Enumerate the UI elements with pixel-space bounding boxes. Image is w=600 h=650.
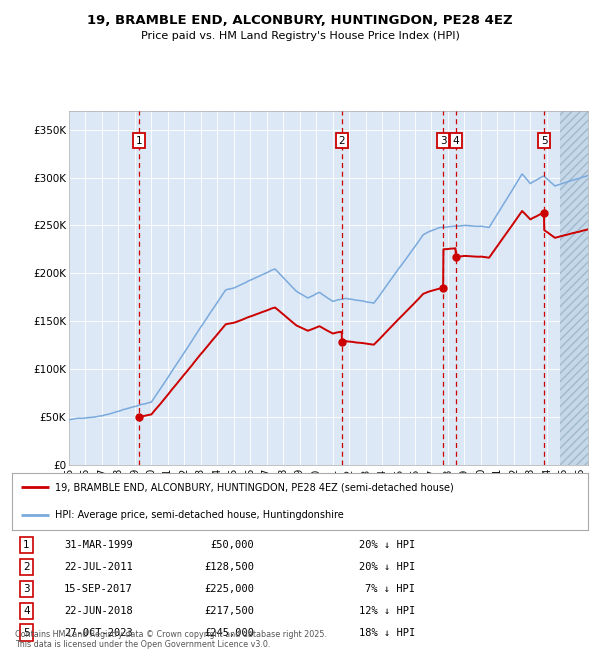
Text: 5: 5 bbox=[23, 628, 30, 638]
Text: 4: 4 bbox=[23, 606, 30, 616]
Text: 22-JUN-2018: 22-JUN-2018 bbox=[64, 606, 133, 616]
Bar bbox=[560, 111, 588, 465]
Text: £128,500: £128,500 bbox=[204, 562, 254, 572]
Text: Price paid vs. HM Land Registry's House Price Index (HPI): Price paid vs. HM Land Registry's House … bbox=[140, 31, 460, 40]
Text: HPI: Average price, semi-detached house, Huntingdonshire: HPI: Average price, semi-detached house,… bbox=[55, 510, 344, 520]
Text: 15-SEP-2017: 15-SEP-2017 bbox=[64, 584, 133, 594]
Text: £50,000: £50,000 bbox=[210, 540, 254, 550]
Text: 1: 1 bbox=[23, 540, 30, 550]
Text: 4: 4 bbox=[452, 136, 459, 146]
Text: 5: 5 bbox=[541, 136, 547, 146]
Text: £217,500: £217,500 bbox=[204, 606, 254, 616]
Text: 27-OCT-2023: 27-OCT-2023 bbox=[64, 628, 133, 638]
Text: 31-MAR-1999: 31-MAR-1999 bbox=[64, 540, 133, 550]
Text: 3: 3 bbox=[440, 136, 446, 146]
Text: 2: 2 bbox=[338, 136, 345, 146]
Text: 20% ↓ HPI: 20% ↓ HPI bbox=[359, 562, 415, 572]
Text: Contains HM Land Registry data © Crown copyright and database right 2025.
This d: Contains HM Land Registry data © Crown c… bbox=[15, 630, 327, 649]
Text: 20% ↓ HPI: 20% ↓ HPI bbox=[359, 540, 415, 550]
Text: 7% ↓ HPI: 7% ↓ HPI bbox=[365, 584, 415, 594]
Text: 2: 2 bbox=[23, 562, 30, 572]
Text: 22-JUL-2011: 22-JUL-2011 bbox=[64, 562, 133, 572]
Text: £225,000: £225,000 bbox=[204, 584, 254, 594]
Text: 19, BRAMBLE END, ALCONBURY, HUNTINGDON, PE28 4EZ: 19, BRAMBLE END, ALCONBURY, HUNTINGDON, … bbox=[87, 14, 513, 27]
Text: 18% ↓ HPI: 18% ↓ HPI bbox=[359, 628, 415, 638]
Text: 3: 3 bbox=[23, 584, 30, 594]
Text: 19, BRAMBLE END, ALCONBURY, HUNTINGDON, PE28 4EZ (semi-detached house): 19, BRAMBLE END, ALCONBURY, HUNTINGDON, … bbox=[55, 482, 454, 493]
Text: 12% ↓ HPI: 12% ↓ HPI bbox=[359, 606, 415, 616]
Text: 1: 1 bbox=[136, 136, 142, 146]
Text: £245,000: £245,000 bbox=[204, 628, 254, 638]
